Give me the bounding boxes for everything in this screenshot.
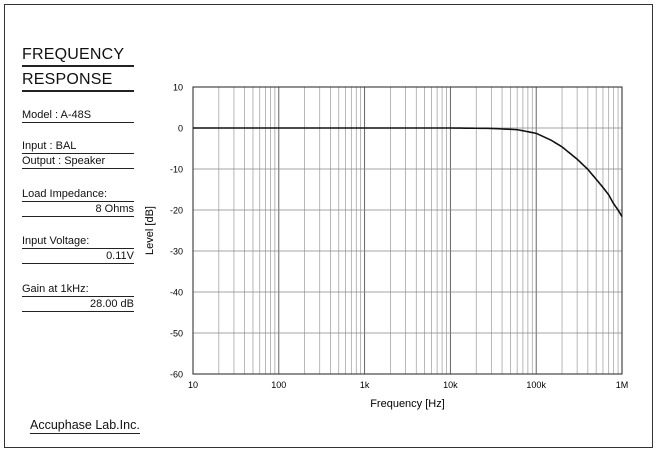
plot-border (192, 86, 623, 375)
model-field: Model : A-48S (22, 108, 134, 123)
x-tick-label: 10 (188, 380, 198, 390)
model-block: Model : A-48S (22, 108, 134, 123)
load-impedance-value: 8 Ohms (22, 202, 134, 217)
input-field: Input : BAL (22, 139, 134, 154)
major-grid (192, 86, 623, 375)
report-title: FREQUENCY RESPONSE (22, 44, 134, 94)
y-axis-label: Level [dB] (144, 206, 156, 255)
y-tick-label: -50 (170, 329, 183, 339)
x-tick-label: 100 (271, 380, 286, 390)
gain-block: Gain at 1kHz: 28.00 dB (22, 282, 134, 312)
input-voltage-label: Input Voltage: (22, 234, 134, 249)
x-axis-label: Frequency [Hz] (370, 398, 445, 410)
output-field: Output : Speaker (22, 154, 134, 169)
load-block: Load Impedance: 8 Ohms (22, 187, 134, 217)
x-tick-label: 1M (616, 380, 629, 390)
y-tick-label: -20 (170, 206, 183, 216)
gain-value: 28.00 dB (22, 297, 134, 312)
x-tick-label: 1k (360, 380, 370, 390)
y-tick-label: -40 (170, 288, 183, 298)
minor-grid (218, 87, 619, 374)
y-axis-ticks: 10 0 -10 -20 -30 -40 -50 -60 (170, 83, 183, 380)
io-block: Input : BAL Output : Speaker (22, 139, 134, 169)
company-footer: Accuphase Lab.Inc. (30, 418, 140, 434)
x-tick-label: 100k (526, 380, 546, 390)
y-tick-label: -30 (170, 247, 183, 257)
report-frame (4, 4, 653, 448)
input-voltage-block: Input Voltage: 0.11V (22, 234, 134, 264)
y-tick-label: -10 (170, 165, 183, 175)
x-tick-label: 10k (443, 380, 458, 390)
y-tick-label: 10 (173, 83, 183, 93)
response-curve (193, 127, 623, 217)
x-axis-ticks: 10 100 1k 10k 100k 1M (188, 380, 628, 390)
gain-label: Gain at 1kHz: (22, 282, 134, 297)
y-tick-label: 0 (178, 124, 183, 134)
title-line-1: FREQUENCY (22, 44, 134, 67)
load-impedance-label: Load Impedance: (22, 187, 134, 202)
title-line-2: RESPONSE (22, 69, 134, 92)
input-voltage-value: 0.11V (22, 249, 134, 264)
y-tick-label: -60 (170, 370, 183, 380)
